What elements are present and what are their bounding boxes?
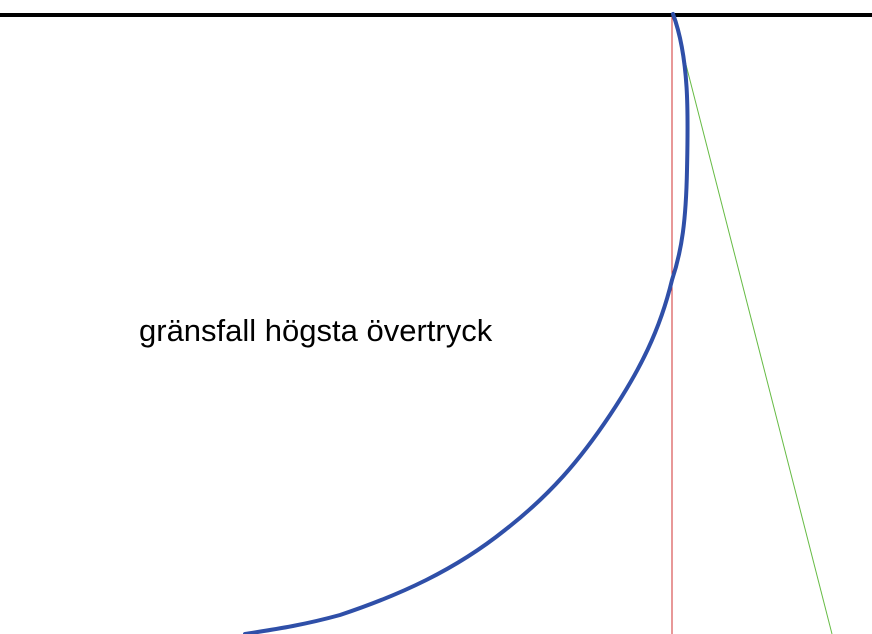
pressure-curve xyxy=(243,12,690,634)
diagram-label: gränsfall högsta övertryck xyxy=(139,313,493,348)
slope-line xyxy=(672,13,833,634)
